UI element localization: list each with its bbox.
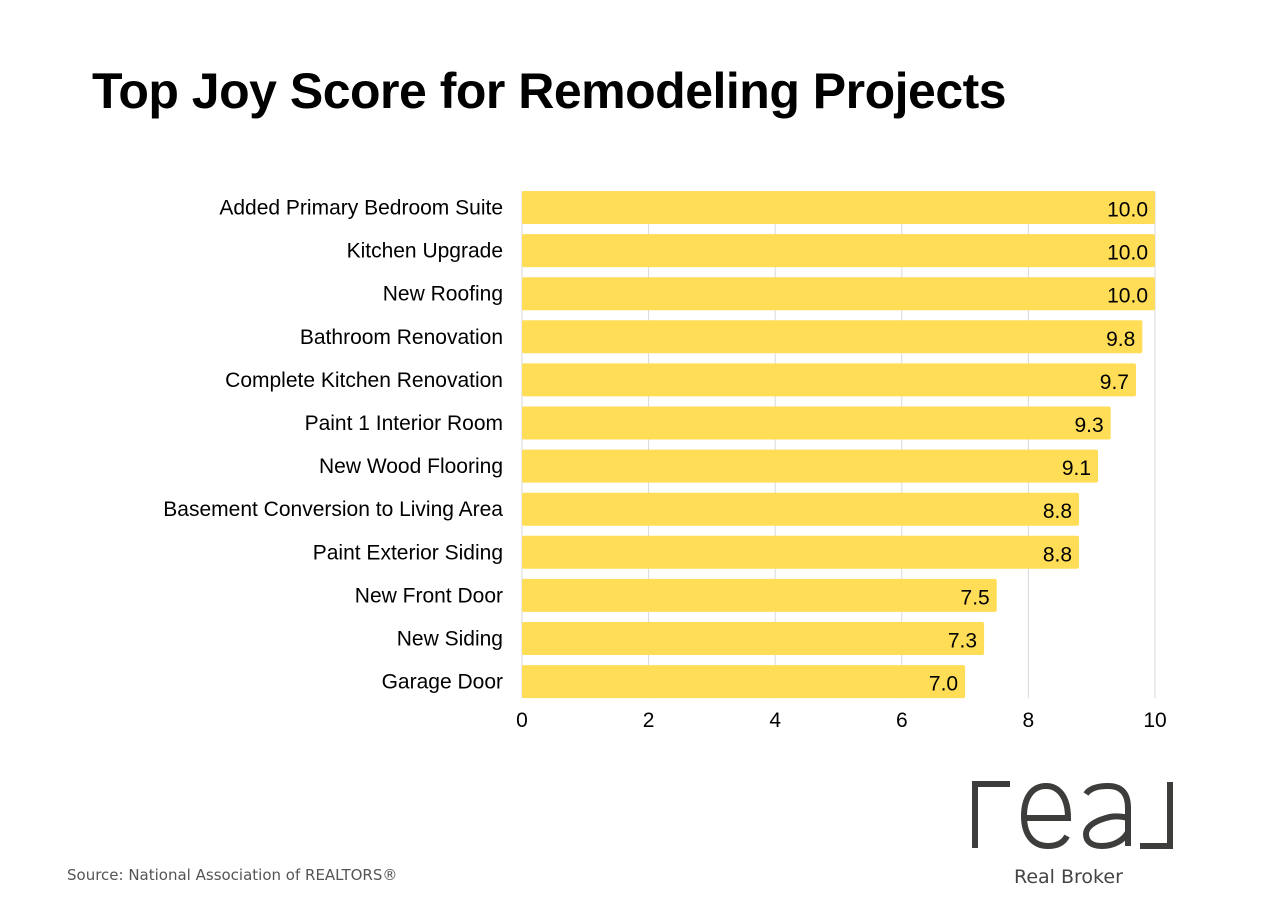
category-label: Paint 1 Interior Room [305,412,503,435]
data-label: 9.3 [1074,414,1103,437]
source-note: Source: National Association of REALTORS… [67,866,398,884]
data-label: 9.1 [1062,457,1091,480]
brand-name: Real Broker [1014,866,1123,888]
bar [522,578,997,612]
bar [522,191,1155,224]
x-tick-label: 4 [769,709,781,732]
category-label: New Front Door [355,584,503,607]
chart-title: Top Joy Score for Remodeling Projects [92,63,1007,119]
bar [522,234,1155,268]
data-label: 7.5 [961,586,990,609]
data-label: 9.7 [1100,371,1129,394]
real-logo-icon [972,781,1173,850]
category-label: Complete Kitchen Renovation [225,369,503,392]
bar [522,320,1143,354]
category-label: New Siding [397,628,503,651]
bar [522,277,1155,311]
x-tick-label: 2 [643,709,655,732]
bar [522,665,966,699]
data-label: 10.0 [1107,285,1148,308]
x-tick-label: 8 [1023,709,1035,732]
x-tick-label: 0 [516,709,528,732]
category-labels: Added Primary Bedroom Suite Kitchen Upgra… [163,197,503,694]
bar [522,535,1080,569]
category-label: Added Primary Bedroom Suite [219,197,503,220]
data-label: 7.0 [929,673,958,696]
data-label: 8.8 [1043,500,1072,523]
x-tick-label: 6 [896,709,908,732]
bar [522,363,1137,397]
bar [522,492,1080,526]
bar [522,406,1111,440]
value-labels: 10.0 10.0 10.0 9.8 9.7 9.3 9.1 8.8 8.8 7.5 7.3 7.0 [929,199,1148,696]
category-label: New Roofing [383,283,503,306]
bar [522,449,1099,483]
category-label: Bathroom Renovation [300,326,503,349]
category-label: Basement Conversion to Living Area [163,498,503,521]
bar-chart: Added Primary Bedroom Suite Kitchen Upgra… [163,191,1167,732]
data-label: 9.8 [1106,328,1135,351]
category-label: New Wood Flooring [319,455,503,478]
data-label: 10.0 [1107,242,1148,265]
x-axis-ticks: 0 2 4 6 8 10 [516,709,1167,732]
data-label: 10.0 [1107,199,1148,222]
bars [522,191,1155,699]
category-label: Kitchen Upgrade [347,240,503,263]
x-tick-label: 10 [1143,709,1166,732]
bar [522,622,985,655]
category-label: Paint Exterior Siding [313,541,503,564]
data-label: 8.8 [1043,543,1072,566]
data-label: 7.3 [948,630,977,653]
category-label: Garage Door [382,671,503,694]
gridlines [521,191,1156,699]
